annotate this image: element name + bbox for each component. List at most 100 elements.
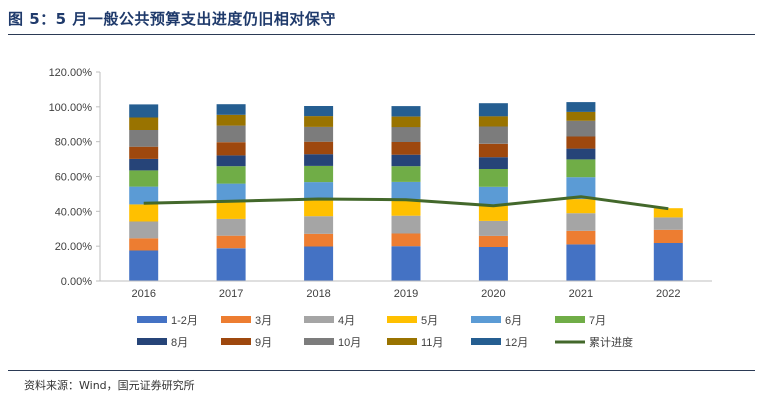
bar-segment: [653, 243, 683, 281]
bar-segment: [478, 157, 508, 169]
bar-segment: [216, 155, 246, 167]
bar-segment: [129, 250, 159, 281]
legend-label: 累计进度: [589, 335, 633, 349]
x-tick-label: 2022: [656, 288, 680, 300]
bar-segment: [129, 221, 159, 239]
stacked-bar-chart: 0.00% 20.00% 40.00% 60.00% 80.00% 100.00% 120.…: [49, 67, 712, 349]
legend-swatch: [387, 338, 417, 345]
x-tick-label: 2018: [306, 288, 330, 300]
legend-swatch: [304, 338, 334, 345]
bar-segment: [566, 199, 596, 214]
bar-segment: [129, 170, 159, 187]
legend-label: 12月: [505, 337, 528, 349]
bar-segment: [478, 186, 508, 205]
bar-segment: [216, 235, 246, 249]
legend-label: 9月: [255, 337, 272, 349]
legend-swatch: [471, 338, 501, 345]
bar-segment: [566, 136, 596, 149]
legend-label: 11月: [421, 337, 443, 349]
y-tick-label: 120.00%: [49, 67, 93, 79]
bar-segment: [129, 238, 159, 251]
bar-segment: [216, 166, 246, 184]
bar-segment: [566, 102, 596, 112]
legend-swatch: [387, 316, 417, 323]
bar-segment: [304, 106, 334, 117]
bar-segment: [566, 177, 596, 200]
y-tick-label: 0.00%: [61, 276, 92, 288]
bar-segment: [304, 126, 334, 142]
bar-segment: [391, 233, 421, 247]
legend-swatch: [471, 316, 501, 323]
bar-segment: [129, 146, 159, 159]
bar-segment: [216, 114, 246, 126]
source-rule: [8, 370, 755, 371]
legend-swatch: [304, 316, 334, 323]
legend-label: 3月: [255, 315, 272, 327]
bar-segment: [391, 127, 421, 142]
legend-swatch: [221, 338, 251, 345]
bar-segment: [129, 117, 159, 130]
x-tick-label: 2021: [569, 288, 593, 300]
bar-segment: [566, 230, 596, 245]
legend-label: 7月: [589, 315, 606, 327]
bar-segment: [391, 199, 421, 216]
bar-segment: [216, 183, 246, 202]
y-tick-label: 40.00%: [55, 206, 93, 218]
legend: 1-2月 3月 4月 5月 6月 7月 8月 9月 10月 11月 12月 累计进度: [137, 315, 633, 349]
bar-segment: [216, 248, 246, 281]
bar-segment: [653, 229, 683, 243]
bar-segment: [216, 142, 246, 156]
bar-segment: [304, 141, 334, 155]
legend-label: 6月: [505, 315, 522, 327]
bar-segment: [216, 201, 246, 219]
bar-segment: [478, 126, 508, 144]
bar-segment: [566, 148, 596, 160]
bar-segment: [566, 244, 596, 281]
bar-segment: [391, 142, 421, 155]
source-note: 资料来源：Wind，国元证券研究所: [24, 379, 195, 392]
y-tick-label: 100.00%: [49, 102, 93, 114]
bar-segment: [216, 125, 246, 143]
bar-segment: [129, 130, 159, 147]
bar-segment: [478, 204, 508, 221]
title-rule: [8, 34, 755, 35]
legend-label: 8月: [171, 337, 188, 349]
bar-segment: [653, 208, 683, 218]
bar-segment: [129, 186, 159, 205]
bar-segment: [391, 116, 421, 128]
bar-segment: [304, 246, 334, 281]
bar-stacks: [129, 102, 683, 281]
bar-segment: [391, 166, 421, 182]
cumulative-progress-line: [143, 195, 669, 211]
bar-segment: [478, 247, 508, 281]
x-tick-label: 2019: [394, 288, 418, 300]
bar-segment: [391, 246, 421, 281]
bar-segment: [391, 154, 421, 167]
bar-segment: [478, 235, 508, 247]
bar-segment: [478, 143, 508, 158]
bar-segment: [391, 181, 421, 199]
bar-segment: [129, 104, 159, 118]
figure-title: 图 5：5 月一般公共预算支出进度仍旧相对保守: [8, 10, 336, 28]
legend-label: 4月: [338, 315, 355, 327]
x-tick-label: 2017: [219, 288, 243, 300]
legend-label: 10月: [338, 337, 361, 349]
bar-segment: [304, 199, 334, 217]
bar-segment: [566, 159, 596, 178]
x-tick-label: 2016: [131, 288, 155, 300]
bar-segment: [216, 104, 246, 115]
legend-swatch: [137, 316, 167, 323]
y-axis: 0.00% 20.00% 40.00% 60.00% 80.00% 100.00% 120.…: [49, 67, 101, 288]
x-tick-label: 2020: [481, 288, 505, 300]
bar-segment: [304, 154, 334, 166]
y-tick-label: 80.00%: [55, 137, 93, 149]
bar-segment: [216, 218, 246, 236]
bar-segment: [478, 103, 508, 117]
line-series: [143, 195, 669, 211]
y-tick-label: 60.00%: [55, 172, 93, 184]
legend-swatch: [221, 316, 251, 323]
bar-segment: [653, 217, 683, 230]
bar-segment: [129, 158, 159, 171]
bar-segment: [129, 204, 159, 222]
bar-segment: [478, 220, 508, 236]
